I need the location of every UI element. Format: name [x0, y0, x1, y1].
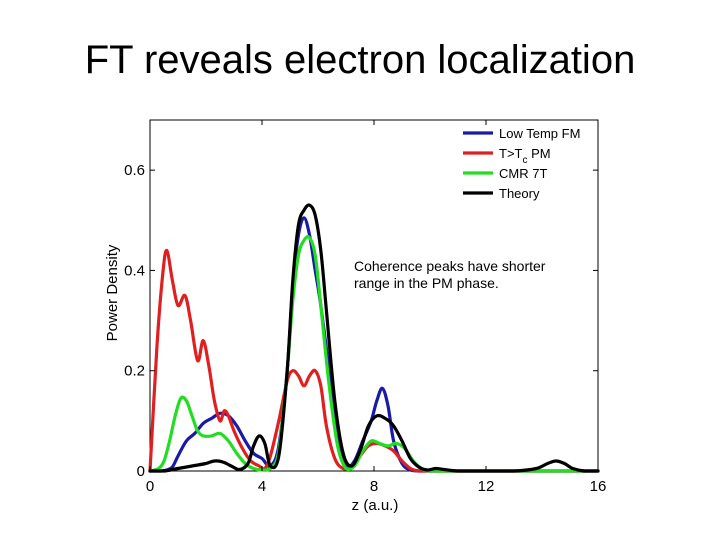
x-tick-label: 4	[258, 478, 266, 495]
series-line-3	[148, 203, 600, 473]
legend-label-0: Low Temp FM	[499, 126, 580, 141]
legend-label-2: CMR 7T	[499, 166, 547, 181]
series-lines	[148, 203, 600, 473]
slide-title: FT reveals electron localization	[84, 38, 636, 82]
y-tick-label: 0.2	[124, 363, 145, 380]
y-tick-label: 0.4	[124, 262, 145, 279]
annotation-text: Coherence peaks have shorter range in th…	[354, 258, 546, 291]
series-line-1	[148, 248, 600, 473]
x-tick-label: 12	[478, 478, 495, 495]
x-tick-label: 16	[590, 478, 607, 495]
legend-label-1: T>Tc PM	[499, 146, 551, 166]
y-tick-label: 0.6	[124, 162, 145, 179]
x-axis-label: z (a.u.)	[352, 497, 399, 514]
x-tick-label: 0	[146, 478, 154, 495]
y-tick-label: 0	[137, 463, 145, 480]
x-tick-label: 8	[370, 478, 378, 495]
y-axis-label: Power Density	[104, 244, 121, 341]
axis-ticks: 0 4 8 12 16 0 0.2 0.4 0.6	[124, 120, 606, 495]
legend-label-3: Theory	[499, 186, 540, 201]
